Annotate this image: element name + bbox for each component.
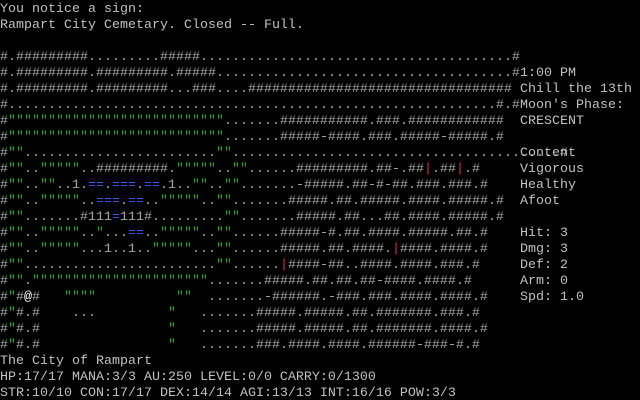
combat-stat: Spd: 1.0: [520, 290, 584, 305]
status-line: STR:10/10 CON:17/17 DEX:14/14 AGI:13/13 …: [0, 386, 456, 400]
combat-stat: Def: 2: [520, 258, 568, 273]
map-row: #"".."""""...1..1.."""""...""......#####…: [0, 242, 488, 257]
status-word: Vigorous: [520, 162, 584, 177]
map-row: #.......................................…: [0, 98, 520, 113]
map-row: #"#.# " .......#####.#####.##.#######.##…: [0, 322, 488, 337]
map-row: #""........................""......|####…: [0, 258, 480, 273]
moon-label: Moon's Phase:: [520, 98, 624, 113]
combat-stat: Arm: 0: [520, 274, 568, 289]
status-word: Healthy: [520, 178, 576, 193]
map-row: #"".."""""..#########."""""..""......###…: [0, 162, 480, 177]
map-row: #""..""..1.==.===.==.1.."".."".......-##…: [0, 178, 488, 193]
status-word: Afoot: [520, 194, 560, 209]
combat-stat: Hit: 3: [520, 226, 568, 241]
map-row: #"#.# " .......###.####.####.######-###-…: [0, 338, 480, 353]
message-line: Rampart City Cemetary. Closed -- Full.: [0, 18, 304, 33]
map-row: #"#.# ... " .......#####.#####.##.######…: [0, 306, 480, 321]
map-row: #"".."""""..===.==..""""".."".......####…: [0, 194, 504, 209]
map-row: #""""""""""""""""""""""""""".......#####…: [0, 114, 504, 129]
date: Chill the 13th: [520, 82, 632, 97]
message-line: You notice a sign:: [0, 2, 144, 17]
map-row: #""........................""...........…: [0, 146, 568, 161]
map-row: #.#########.#########.#####.............…: [0, 66, 520, 81]
map-row: #.#########.........#####...............…: [0, 50, 520, 65]
map-row: #"#@# """" "" .......-######.-###.###.##…: [0, 290, 488, 305]
time: 1:00 PM: [520, 66, 576, 81]
status-word: Content: [520, 146, 576, 161]
map-row: #"".......#111=111#........."".......###…: [0, 210, 504, 225]
map-row: #""""""""""""""""""""""""""".......#####…: [0, 130, 504, 145]
moon-phase: CRESCENT: [520, 114, 584, 129]
map-row: #""..""""".."...==.."""""..""......#####…: [0, 226, 488, 241]
status-line: HP:17/17 MANA:3/3 AU:250 LEVEL:0/0 CARRY…: [0, 370, 376, 385]
map-row: #""."""""""""""""""""""""".......#####.#…: [0, 274, 472, 289]
combat-stat: Dmg: 3: [520, 242, 568, 257]
map-row: #.#########.#########...###....#########…: [0, 82, 512, 97]
location: The City of Rampart: [0, 354, 152, 369]
